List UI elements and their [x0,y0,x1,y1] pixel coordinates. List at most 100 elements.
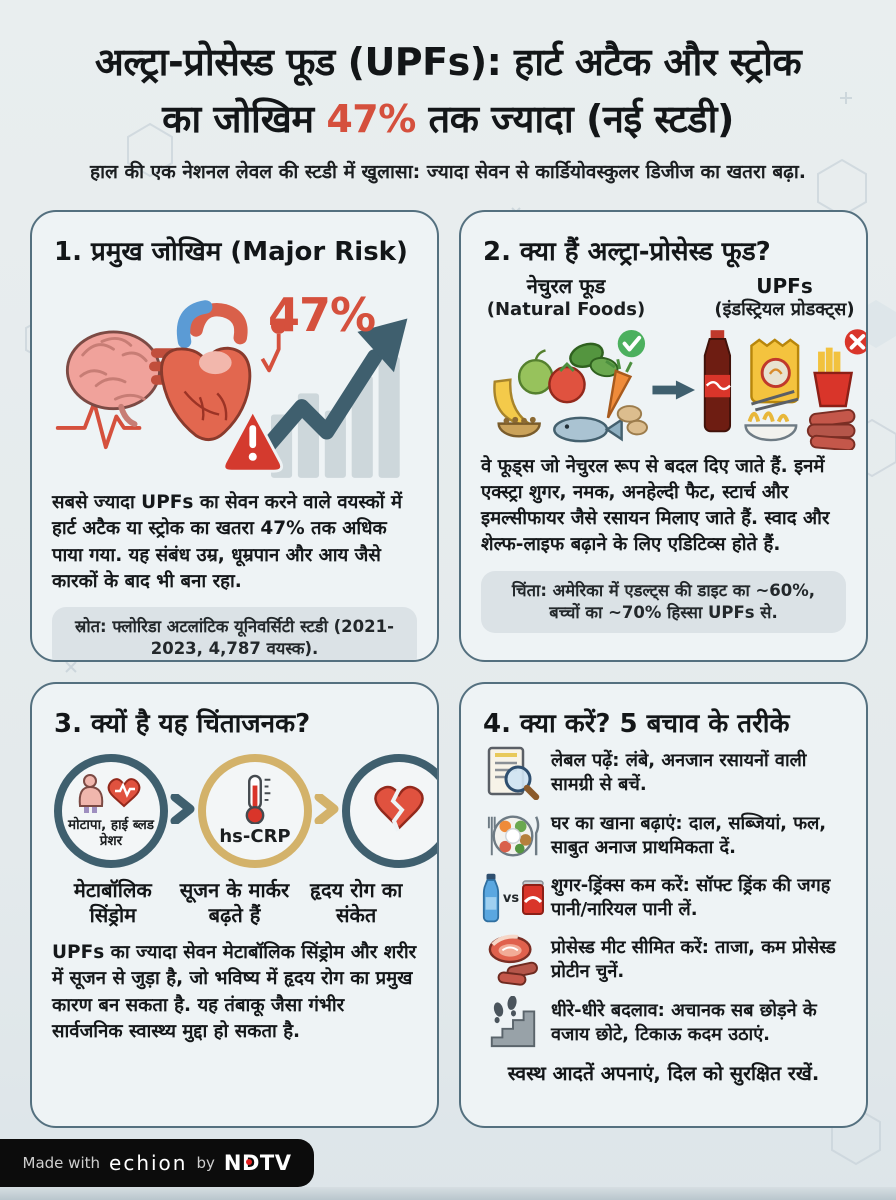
tip4-text: प्रोसेस्ड मीट सीमित करें: ताजा, कम प्रोस… [551,937,836,982]
label-magnifier-icon [487,746,540,800]
fish-icon [553,416,623,442]
obesity-heart-icon [78,773,141,813]
ndtv-red-dot-icon [245,1159,252,1165]
flow-step-inflammation: hs-CRP [198,754,312,868]
water-bottle-icon [482,873,499,923]
heart-icon [149,300,252,442]
pulse-dot-icon [260,318,287,373]
natural-foods-icon [493,329,648,442]
tip-home-food: घर का खाना बढ़ाएं: दाल, सब्जियां, फल, सा… [481,809,846,863]
tip3-icon-wrap: vs [481,872,545,924]
prevention-tips-list: लेबल पढ़ें: लंबे, अनजान रसायनों वाली साम… [481,746,846,1050]
card-what-are-upfs: 2. क्या हैं अल्ट्रा-प्रोसेस्ड फूड? नेचुर… [459,210,868,662]
rising-arrow-icon [246,318,408,471]
card3-body: UPFs का ज्यादा सेवन मेटाबॉलिक सिंड्रोम औ… [52,942,417,1042]
tip2-text: घर का खाना बढ़ाएं: दाल, सब्जियां, फल, सा… [551,813,827,858]
tip2-icon-wrap [481,809,545,863]
by-text: by [196,1154,215,1172]
card1-heading: 1. प्रमुख जोखिम (Major Risk) [54,237,408,267]
card2-note-box: चिंता: अमेरिका में एडल्ट्स की डाइट का ~6… [481,570,846,634]
ecg-line-icon [55,401,142,450]
card4-heading: 4. क्या करें? 5 बचाव के तरीके [483,709,790,739]
right-arrow-icon [652,380,695,400]
vs-label: vs [502,890,520,906]
page-subtitle: हाल की एक नेशनल लेवल की स्टडी में खुलासा… [89,161,807,183]
card-what-to-do: 4. क्या करें? 5 बचाव के तरीके [459,682,868,1128]
natural-foods-sublabel: (Natural Foods) [486,299,646,320]
page-title: अल्ट्रा-प्रोसेस्ड फूड (UPFs): हार्ट अटैक… [0,34,896,148]
card3-heading: 3. क्यों है यह चिंताजनक? [54,709,311,739]
transform-arrow [651,377,697,407]
tip5-text: धीरे-धीरे बदलाव: अचानक सब छोड़ने के वजाय… [551,1000,817,1045]
tip5-icon-wrap [481,996,545,1050]
meat-sausage-icon [488,934,538,986]
card1-body: सबसे ज्यादा UPFs का सेवन करने वाले वयस्क… [52,492,403,592]
tip-sugar-drinks: vs शुगर-ड्रिंक्स कम करें: सॉफ्ट ड्रिंक क… [481,872,846,924]
ndtv-logo: NDTV [223,1151,292,1175]
soda-can-icon [522,880,545,915]
title-highlight-percent: 47% [326,97,416,141]
tip4-icon-wrap [481,933,545,987]
flow-label-heart-disease: हृदय रोग का संकेत [310,878,403,927]
tip3-text: शुगर-ड्रिंक्स कम करें: सॉफ्ट ड्रिंक की ज… [551,875,831,920]
bottle-vs-can-icon: vs [482,872,545,924]
card-major-risk: 1. प्रमुख जोखिम (Major Risk) [30,210,439,662]
upf-illustration [697,328,866,454]
flow-label-inflammation: सूजन के मार्कर बढ़ते हैं [179,878,290,927]
broken-heart-icon [374,785,424,832]
card1-source-box: स्रोत: फ्लोरिडा अटलांटिक यूनिवर्सिटी स्ट… [52,607,417,660]
natural-vs-upf-comparison: नेचुरल फूड (Natural Foods) [481,274,866,454]
chevron-arrow-icon [314,792,339,826]
echion-logo: echion [109,1151,188,1175]
cards-grid: 1. प्रमुख जोखिम (Major Risk) [0,184,896,1128]
tip1-text: लेबल पढ़ें: लंबे, अनजान रसायनों वाली साम… [551,750,807,795]
title-line-2: का जोखिम 47% तक ज्यादा (नई स्टडी) [162,97,734,141]
leafy-greens-icon [569,342,619,377]
thermometer-icon [245,774,271,825]
risk-flow-diagram: मोटापा, हाई ब्लड प्रेशर [54,754,437,868]
noodles-bowl-icon [744,389,799,441]
flow-arrow-2 [314,792,340,828]
cola-bottle-icon [703,329,732,432]
legume-bowl-icon [497,416,541,438]
flow-step-metabolic: मोटापा, हाई ब्लड प्रेशर [54,754,168,868]
card2-body: वे फूड्स जो नेचुरल रूप से बदल दिए जाते ह… [481,455,830,556]
potato-icon [616,404,648,435]
tip-read-labels: लेबल पढ़ें: लंबे, अनजान रसायनों वाली साम… [481,746,846,800]
flow-step2-inner-text: hs-CRP [219,826,291,848]
flow-step1-inner-text: मोटापा, हाई ब्लड प्रेशर [68,816,154,849]
tip-gradual-change: धीरे-धीरे बदलाव: अचानक सब छोड़ने के वजाय… [481,996,846,1050]
card2-heading: 2. क्या हैं अल्ट्रा-प्रोसेस्ड फूड? [483,237,771,267]
flow-label-metabolic: मेटाबॉलिक सिंड्रोम [73,878,152,927]
upf-sublabel: (इंडस्ट्रियल प्रोडक्ट्स) [714,299,855,320]
cross-badge-icon [844,328,866,354]
title-line-1: अल्ट्रा-प्रोसेस्ड फूड (UPFs): हार्ट अटैक… [94,40,802,84]
fries-icon [813,347,854,407]
sausages-icon [806,408,856,451]
made-with-text: Made with [22,1154,101,1172]
tip1-icon-wrap [481,746,545,800]
check-badge-icon [617,329,646,357]
card4-footer-line: स्वस्थ आदतें अपनाएं, दिल को सुरक्षित रखे… [507,1062,820,1085]
tip-processed-meat: प्रोसेस्ड मीट सीमित करें: ताजा, कम प्रोस… [481,933,846,987]
apple-icon [517,348,554,395]
flow-labels: मेटाबॉलिक सिंड्रोम सूजन के मार्कर बढ़ते … [52,878,417,928]
chips-bag-icon [750,337,800,403]
carrot-icon [605,358,633,418]
stat-47-percent: 47% [268,288,376,342]
brain-icon [65,330,162,427]
natural-foods-label: नेचुरल फूड [526,274,606,298]
flow-step-heart-disease [342,754,437,868]
natural-foods-column: नेचुरल फूड (Natural Foods) [481,274,651,454]
flow-arrow-1 [170,792,196,828]
tomato-icon [548,361,586,403]
heart-brain-chart-icon [55,300,408,478]
upf-column: UPFs (इंडस्ट्रियल प्रोडक्ट्स) [697,274,866,454]
home-meal-plate-icon [487,815,540,857]
footsteps-stairs-icon [490,996,536,1048]
upf-label: UPFs [756,274,813,298]
warning-triangle-icon [222,407,284,473]
header: अल्ट्रा-प्रोसेस्ड फूड (UPFs): हार्ट अटैक… [0,0,896,184]
natural-foods-illustration [481,328,651,454]
